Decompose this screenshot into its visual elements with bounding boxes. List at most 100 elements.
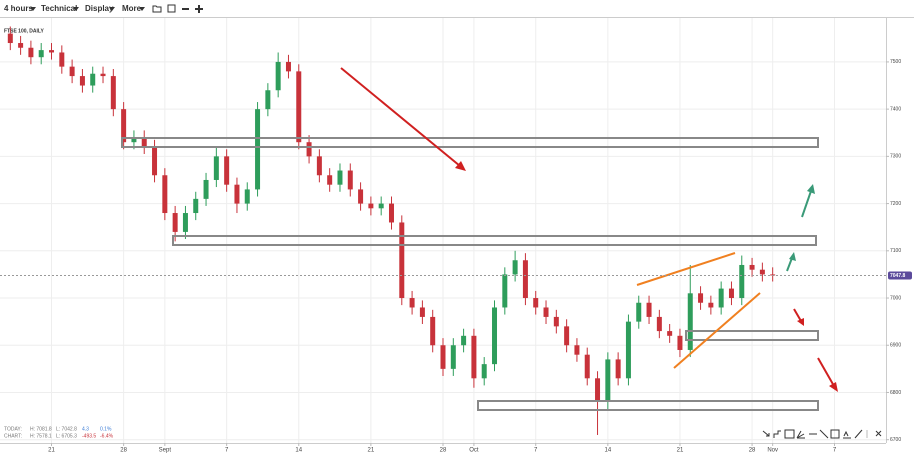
candle-body — [625, 321, 631, 379]
candle-body — [667, 331, 673, 336]
candle-body — [28, 47, 34, 58]
tool-icon[interactable] — [830, 429, 840, 439]
tool-icon[interactable] — [854, 429, 863, 439]
tool-icon[interactable] — [819, 429, 829, 439]
open-icon[interactable] — [152, 5, 162, 13]
arrow — [801, 190, 812, 218]
candle-body — [450, 345, 456, 369]
candle-body — [378, 203, 384, 209]
y-tick-label: 7000 — [890, 295, 901, 301]
tool-icon[interactable] — [843, 430, 851, 439]
last-price-tag — [888, 271, 912, 280]
close-icon[interactable] — [875, 430, 882, 437]
toolbar-item[interactable]: Display — [85, 4, 114, 13]
toolbar-item[interactable]: More — [122, 4, 142, 13]
tool-icon[interactable] — [773, 430, 781, 438]
stat: 0.1% — [100, 426, 112, 432]
candle-body — [656, 316, 662, 332]
candle-body — [203, 179, 209, 199]
stat: H: 7578.1 — [30, 433, 52, 439]
zone-box — [685, 330, 819, 341]
candle-body — [677, 335, 683, 350]
arrow-head — [829, 382, 838, 392]
last-price-label: 7047.8 — [890, 273, 906, 279]
arrow — [793, 308, 802, 322]
stat-label: TODAY: — [4, 426, 22, 432]
stat: H: 7081.8 — [30, 426, 52, 432]
save-icon[interactable] — [167, 4, 176, 13]
toolbar-item[interactable]: 4 hours — [4, 4, 33, 13]
candle-body — [461, 335, 467, 346]
y-tick-label: 7300 — [890, 154, 901, 160]
candle-body — [430, 316, 436, 346]
candle-body — [605, 359, 611, 402]
candle-body — [759, 269, 765, 275]
x-tick-label: 7 — [534, 448, 538, 454]
tool-icon[interactable] — [796, 430, 805, 439]
drawing-tools — [762, 429, 882, 439]
toolbar: 4 hours Technical Display More — [0, 4, 914, 18]
x-tick-label: Nov — [767, 448, 778, 454]
candle-body — [481, 364, 487, 379]
candle-body — [285, 61, 291, 72]
candle-body — [636, 302, 642, 322]
candle-body — [275, 61, 281, 91]
candle-body — [646, 302, 652, 317]
candle-body — [121, 109, 127, 143]
x-tick-label: 21 — [368, 448, 375, 454]
candle-body — [543, 307, 549, 317]
candle-body — [296, 71, 302, 143]
candle-body — [265, 90, 271, 110]
candle-body — [141, 137, 147, 147]
tool-icon[interactable] — [784, 429, 795, 439]
candle-body — [38, 50, 44, 58]
y-tick-label: 6900 — [890, 343, 901, 349]
candle-body — [368, 203, 374, 209]
y-tick-label: 7500 — [890, 59, 901, 65]
stat: -6.4% — [100, 433, 114, 439]
zoom-in-icon[interactable] — [195, 5, 203, 13]
zone-box — [477, 400, 819, 411]
candle-body — [564, 326, 570, 346]
tool-icon[interactable] — [762, 430, 770, 437]
candle-body — [152, 146, 158, 176]
candle-body — [358, 189, 364, 204]
stat-label: CHART: — [4, 433, 22, 439]
chart-title: FTSE 100, DAILY — [4, 28, 44, 34]
dropdown-arrow — [73, 7, 79, 11]
y-tick-label: 6700 — [890, 437, 901, 443]
candle-body — [234, 184, 240, 204]
arrow-head — [455, 161, 466, 171]
trend-line — [673, 292, 761, 369]
y-tick-label: 6800 — [890, 390, 901, 396]
arrow-head — [797, 318, 804, 326]
arrow-head — [807, 184, 815, 194]
candle-body — [739, 264, 745, 299]
candle-body — [574, 345, 580, 355]
dropdown-arrow — [139, 7, 145, 11]
dropdown-arrow — [30, 7, 36, 11]
zone-box — [121, 137, 819, 148]
candle-body — [522, 260, 528, 299]
toolbar-item[interactable]: Technical — [41, 4, 77, 13]
candle-body — [409, 298, 415, 308]
candle-body — [595, 378, 601, 402]
stat: L: 7042.8 — [56, 426, 77, 432]
candle-body — [59, 52, 65, 67]
candle-body — [162, 175, 168, 214]
candle-body — [512, 260, 518, 275]
x-tick-label: 28 — [440, 448, 447, 454]
x-tick-label: 7 — [833, 448, 837, 454]
arrow-head — [789, 252, 796, 261]
candle-body — [584, 354, 590, 379]
candle-body — [18, 43, 24, 48]
candle-body — [110, 76, 116, 110]
candle-body — [471, 335, 477, 379]
candle-body — [172, 213, 178, 232]
x-tick-label: Oct — [469, 448, 479, 454]
candle-body — [327, 175, 333, 185]
candle-body — [533, 298, 539, 308]
y-tick-label: 7400 — [890, 106, 901, 112]
